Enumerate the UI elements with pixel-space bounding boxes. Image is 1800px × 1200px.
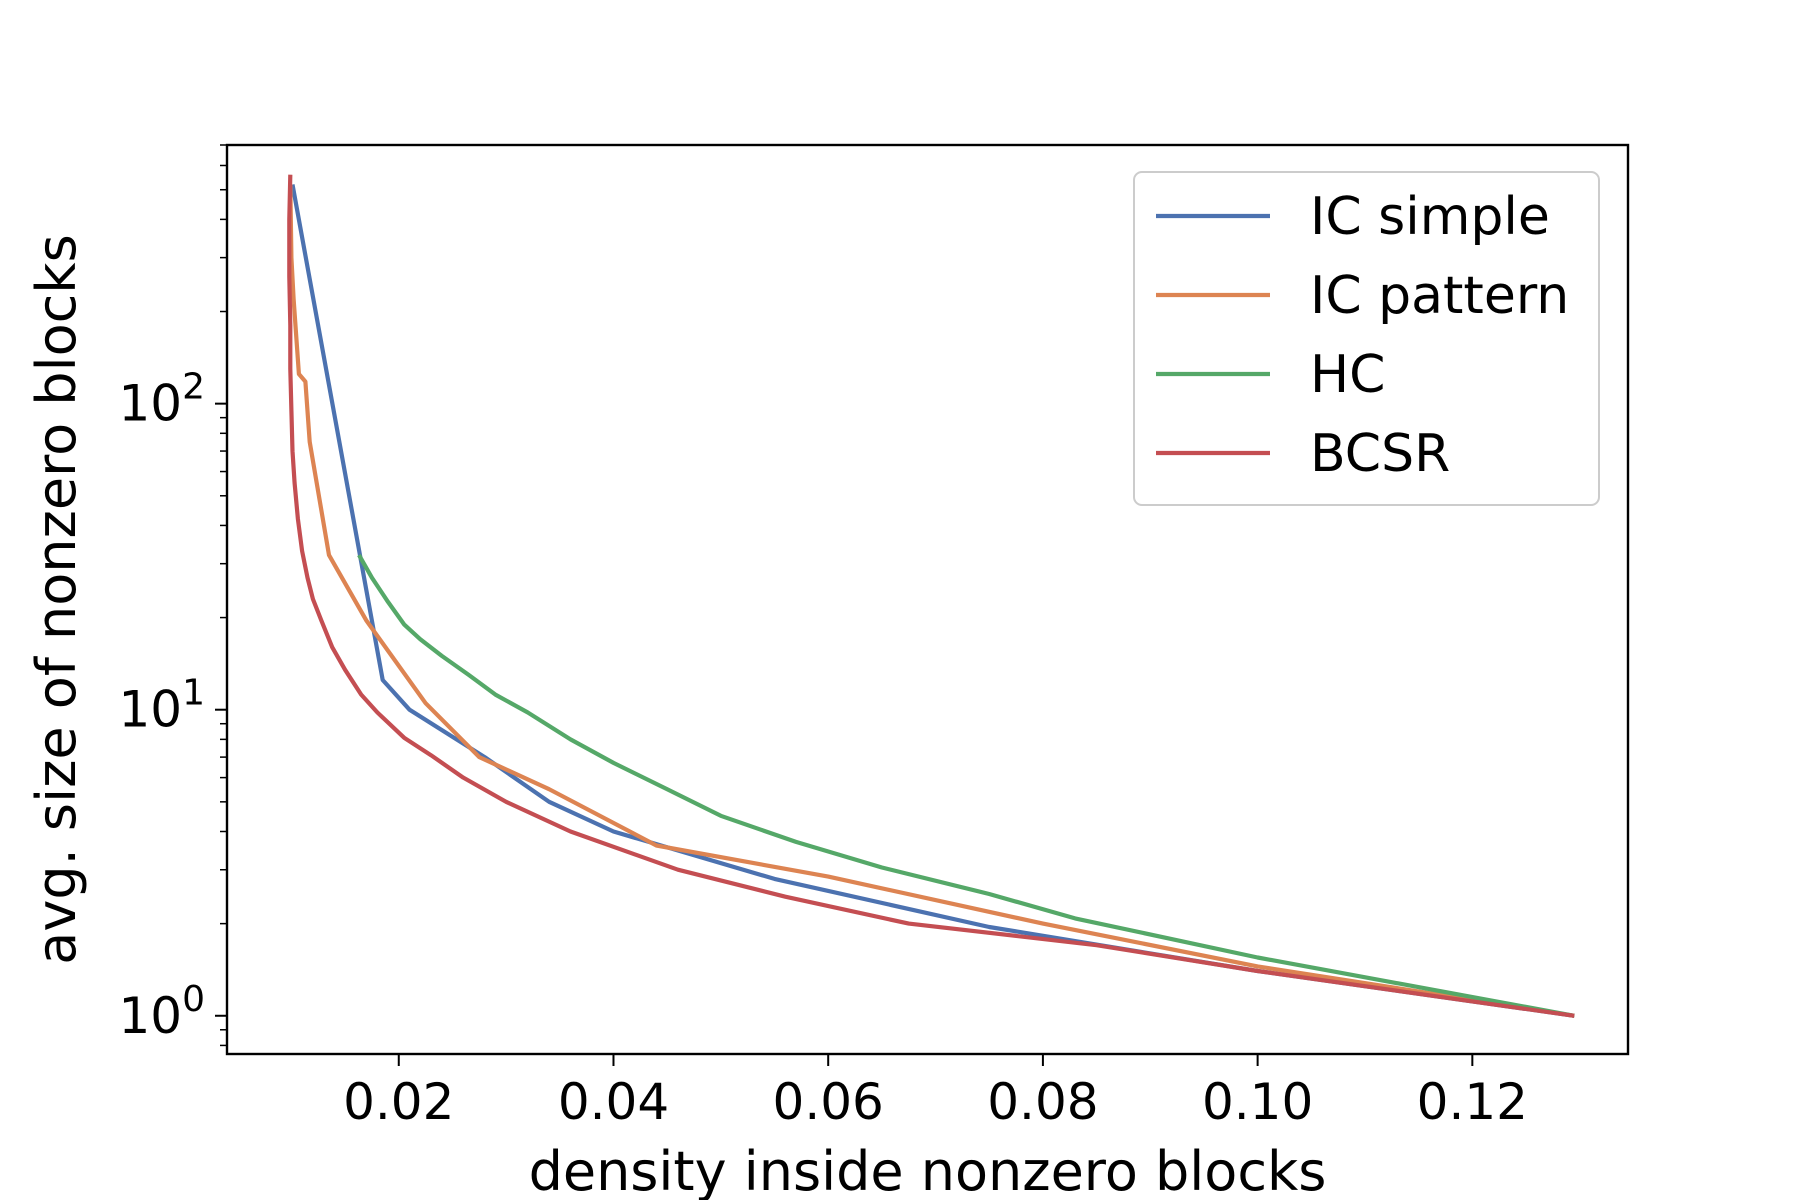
y-tick-exponent: 0 [182,979,205,1020]
legend-label: BCSR [1310,424,1450,484]
y-axis-label: avg. size of nonzero blocks [25,234,88,964]
series-line-ic-pattern [288,184,1575,1018]
x-tick-label: 0.06 [773,1073,884,1131]
series-line-bcsr [287,174,1575,1018]
y-tick-label: 101 [118,673,205,739]
y-tick-base: 10 [118,375,182,433]
y-tick-base: 10 [118,681,182,739]
legend-entry: IC simple [1156,187,1550,247]
x-tick-label: 0.02 [343,1073,454,1131]
y-tick-label: 100 [118,979,205,1045]
legend-entry: HC [1156,345,1385,405]
legend-box [1133,171,1600,506]
legend-entry: BCSR [1156,424,1450,484]
series-lines [287,174,1575,1018]
y-tick-label: 102 [118,367,205,433]
y-tick-exponent: 2 [182,367,205,408]
plot-frame [225,143,1630,1056]
legend-label: HC [1310,345,1385,405]
legend-label: IC simple [1310,187,1550,247]
x-axis-label: density inside nonzero blocks [529,1140,1327,1200]
series-line-hc [357,554,1575,1018]
legend-entry: IC pattern [1156,266,1569,326]
x-tick-label: 0.12 [1417,1073,1528,1131]
legend-label: IC pattern [1310,266,1569,326]
x-tick-label: 0.08 [987,1073,1098,1131]
y-tick-base: 10 [118,987,182,1045]
x-tick-label: 0.10 [1202,1073,1313,1131]
x-tick-label: 0.04 [558,1073,669,1131]
x-axis-ticks: 0.02 0.04 0.06 0.08 0.10 0.12 [343,1054,1528,1131]
y-tick-exponent: 1 [182,673,205,714]
legend: IC simple IC pattern HC BCSR [1133,171,1600,506]
